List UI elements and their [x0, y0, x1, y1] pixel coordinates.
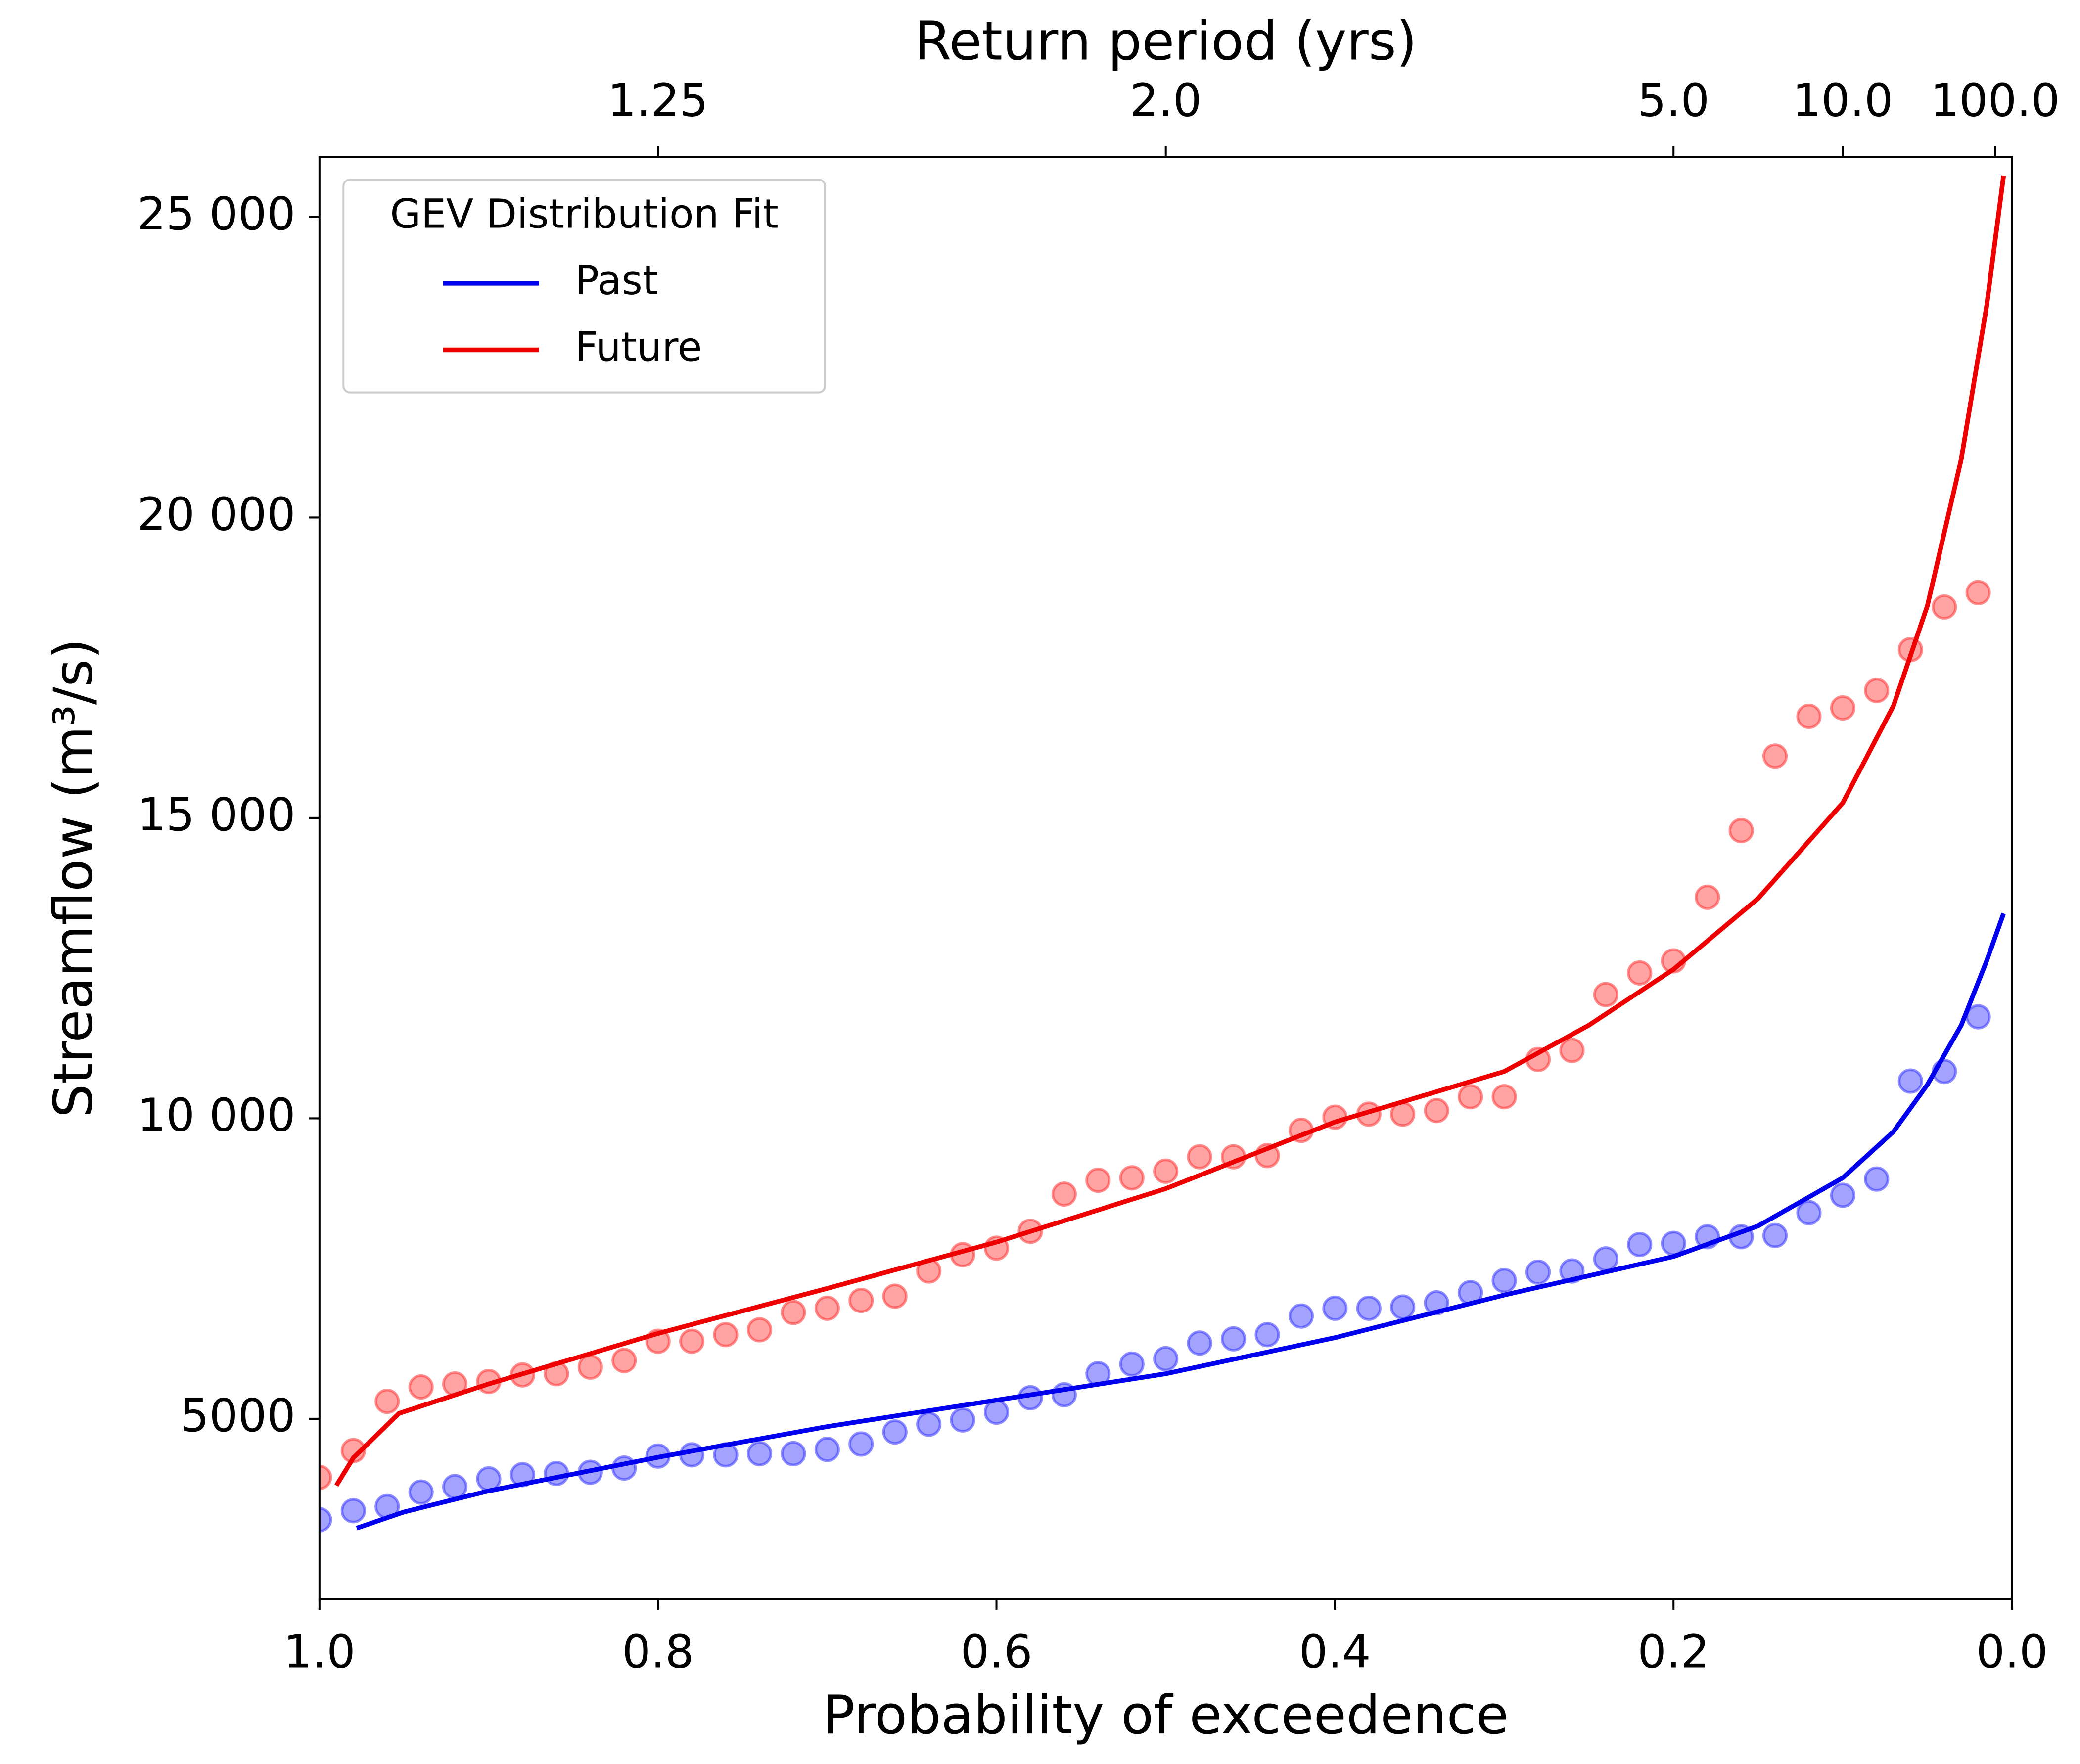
y-tick-label: 15 000	[137, 788, 295, 841]
x-tick-label: 0.4	[1299, 1625, 1371, 1678]
x-tick-label: 0.8	[622, 1625, 693, 1678]
scatter-point	[781, 1300, 806, 1325]
scatter-point	[1187, 1144, 1212, 1170]
x2-axis-title: Return period (yrs)	[915, 11, 1417, 73]
legend-label: Past	[575, 258, 658, 304]
scatter-point	[1119, 1351, 1145, 1377]
scatter-point	[1491, 1267, 1517, 1294]
scatter-point	[1897, 1068, 1923, 1094]
scatter-point	[577, 1354, 603, 1380]
scatter-point	[983, 1400, 1010, 1425]
scatter-point	[814, 1295, 840, 1321]
fit-line	[334, 175, 2006, 1487]
x-tick-label: 0.6	[961, 1625, 1032, 1678]
scatter-point	[1085, 1168, 1111, 1193]
scatter-point	[408, 1374, 434, 1400]
scatter-point	[713, 1322, 739, 1348]
scatter-point	[1864, 678, 1890, 703]
scatter-point	[1288, 1303, 1314, 1329]
scatter-point	[340, 1498, 366, 1524]
scatter-point	[476, 1466, 502, 1492]
scatter-point	[1796, 1200, 1822, 1225]
scatter-point	[442, 1474, 468, 1499]
x2-tick-label: 1.25	[607, 74, 708, 127]
scatter-point	[1627, 960, 1653, 986]
legend-label: Future	[575, 324, 702, 370]
scatter-point	[916, 1411, 942, 1437]
x-axis-title: Probability of exceedence	[823, 1684, 1509, 1746]
scatter-point	[1051, 1181, 1077, 1207]
scatter-point	[1119, 1165, 1145, 1191]
scatter-point	[1728, 817, 1754, 844]
scatter-point	[1491, 1084, 1517, 1110]
scatter-point	[1153, 1158, 1179, 1184]
scatter-point	[1593, 1246, 1618, 1272]
scatter-point	[950, 1407, 975, 1433]
scatter-point	[746, 1317, 773, 1343]
y-tick-label: 20 000	[137, 488, 295, 541]
scatter-point	[1965, 580, 1991, 605]
scatter-point	[848, 1431, 874, 1457]
scatter-point	[1424, 1098, 1449, 1124]
scatter-point	[1627, 1232, 1653, 1258]
legend-box	[342, 179, 827, 394]
scatter-point	[1864, 1166, 1890, 1192]
scatter-point	[544, 1460, 569, 1487]
x-tick-label: 0.0	[1976, 1625, 2048, 1678]
scatter-point	[781, 1441, 806, 1466]
scatter-point	[374, 1389, 400, 1414]
legend-title: GEV Distribution Fit	[390, 191, 778, 237]
scatter-point	[1390, 1294, 1416, 1320]
scatter-point	[1221, 1326, 1247, 1352]
scatter-point	[1796, 704, 1822, 729]
scatter-point	[1458, 1084, 1483, 1110]
fit-line	[356, 912, 2006, 1531]
scatter-point	[746, 1441, 773, 1466]
scatter-point	[1932, 594, 1957, 620]
scatter-point	[1525, 1259, 1551, 1285]
y-axis-title: Streamflow (m³/s)	[43, 638, 105, 1118]
scatter-point	[1965, 1004, 1991, 1030]
x2-tick-label: 5.0	[1638, 74, 1710, 127]
scatter-point	[1830, 1182, 1855, 1208]
scatter-point	[1830, 695, 1855, 721]
scatter-point	[1322, 1295, 1348, 1321]
scatter-point	[882, 1419, 908, 1445]
scatter-point	[1762, 1222, 1788, 1248]
scatter-point	[1356, 1295, 1382, 1321]
scatter-point	[1187, 1330, 1212, 1356]
scatter-point	[814, 1437, 840, 1462]
x-tick-label: 0.2	[1638, 1625, 1710, 1678]
scatter-point	[408, 1479, 434, 1505]
plot-frame	[318, 156, 2013, 1600]
scatter-point	[1254, 1322, 1280, 1348]
x-tick-label: 1.0	[283, 1625, 355, 1678]
x2-tick-label: 100.0	[1930, 74, 2060, 127]
scatter-point	[1695, 884, 1720, 910]
y-tick-label: 25 000	[137, 187, 295, 240]
scatter-point	[1559, 1038, 1585, 1063]
scatter-point	[319, 1464, 332, 1490]
scatter-point	[319, 1507, 332, 1533]
y-tick-label: 10 000	[137, 1088, 295, 1141]
y-tick-label: 5000	[181, 1389, 296, 1442]
x2-tick-label: 10.0	[1793, 74, 1894, 127]
scatter-point	[611, 1348, 637, 1373]
scatter-point	[1762, 743, 1788, 769]
scatter-point	[679, 1328, 705, 1354]
scatter-point	[848, 1288, 874, 1313]
scatter-point	[1153, 1346, 1179, 1371]
scatter-point	[882, 1283, 908, 1309]
x2-tick-label: 2.0	[1130, 74, 1202, 127]
scatter-point	[1593, 982, 1618, 1007]
